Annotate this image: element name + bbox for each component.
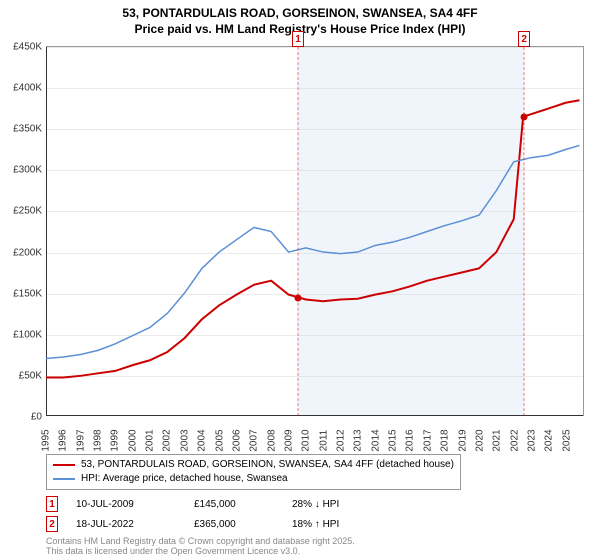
- x-tick-label: 2003: [179, 429, 190, 451]
- x-tick-label: 1996: [58, 429, 69, 451]
- y-tick-label: £300K: [0, 165, 42, 176]
- x-tick-label: 2024: [544, 429, 555, 451]
- footnote-delta: 18% ↑ HPI: [292, 519, 339, 530]
- series-hpi: [46, 145, 580, 358]
- series-price_paid: [46, 100, 580, 377]
- x-tick-label: 2012: [336, 429, 347, 451]
- x-tick-label: 2023: [526, 429, 537, 451]
- legend-and-footnotes: 53, PONTARDULAIS ROAD, GORSEINON, SWANSE…: [46, 454, 584, 556]
- marker-vline: [297, 47, 298, 416]
- x-tick-label: 2020: [474, 429, 485, 451]
- footnote-price: £145,000: [194, 499, 274, 510]
- marker-label: 1: [292, 31, 304, 47]
- marker-dot: [294, 294, 301, 301]
- y-tick-label: £200K: [0, 247, 42, 258]
- x-tick-label: 2010: [301, 429, 312, 451]
- y-tick-label: £0: [0, 412, 42, 423]
- x-tick-label: 2018: [440, 429, 451, 451]
- x-tick-label: 2019: [457, 429, 468, 451]
- x-tick-label: 2011: [318, 430, 329, 452]
- x-tick-label: 2005: [214, 429, 225, 451]
- y-tick-label: £150K: [0, 288, 42, 299]
- y-tick-label: £350K: [0, 124, 42, 135]
- x-tick-label: 2001: [145, 429, 156, 451]
- y-tick-label: £250K: [0, 206, 42, 217]
- y-tick-label: £400K: [0, 83, 42, 94]
- x-tick-label: 1999: [110, 429, 121, 451]
- footnote-delta: 28% ↓ HPI: [292, 499, 339, 510]
- x-tick-label: 2016: [405, 429, 416, 451]
- x-tick-label: 2025: [561, 429, 572, 451]
- plot-area: £0£50K£100K£150K£200K£250K£300K£350K£400…: [46, 46, 584, 416]
- copyright-line-1: Contains HM Land Registry data © Crown c…: [46, 536, 584, 546]
- footnote-num: 1: [46, 496, 58, 512]
- x-tick-label: 1995: [41, 429, 52, 451]
- x-tick-label: 2008: [266, 429, 277, 451]
- chart-lines: [46, 47, 583, 416]
- legend-row: HPI: Average price, detached house, Swan…: [53, 472, 454, 486]
- x-tick-label: 2015: [388, 429, 399, 451]
- x-tick-label: 2007: [249, 429, 260, 451]
- footnote-price: £365,000: [194, 519, 274, 530]
- legend: 53, PONTARDULAIS ROAD, GORSEINON, SWANSE…: [46, 454, 461, 490]
- legend-swatch: [53, 478, 75, 480]
- footnote-date: 18-JUL-2022: [76, 519, 176, 530]
- x-tick-label: 1997: [75, 429, 86, 451]
- marker-dot: [521, 113, 528, 120]
- legend-label: 53, PONTARDULAIS ROAD, GORSEINON, SWANSE…: [81, 458, 454, 472]
- footnote-num: 2: [46, 516, 58, 532]
- x-tick-label: 2022: [509, 429, 520, 451]
- legend-label: HPI: Average price, detached house, Swan…: [81, 472, 288, 486]
- y-tick-label: £450K: [0, 42, 42, 53]
- marker-vline: [524, 47, 525, 416]
- x-tick-label: 2017: [422, 429, 433, 451]
- x-tick-label: 1998: [93, 429, 104, 451]
- footnotes: 1 10-JUL-2009 £145,000 28% ↓ HPI 2 18-JUL-202…: [46, 496, 584, 532]
- y-tick-label: £100K: [0, 329, 42, 340]
- chart-container: 53, PONTARDULAIS ROAD, GORSEINON, SWANSE…: [0, 0, 600, 560]
- legend-row: 53, PONTARDULAIS ROAD, GORSEINON, SWANSE…: [53, 458, 454, 472]
- footnote-date: 10-JUL-2009: [76, 499, 176, 510]
- marker-label: 2: [518, 31, 530, 47]
- footnote-row: 2 18-JUL-2022 £365,000 18% ↑ HPI: [46, 516, 584, 532]
- footnote-row: 1 10-JUL-2009 £145,000 28% ↓ HPI: [46, 496, 584, 512]
- x-tick-label: 2021: [492, 429, 503, 451]
- x-tick-label: 2014: [370, 429, 381, 451]
- x-tick-label: 2004: [197, 429, 208, 451]
- x-tick-label: 2000: [127, 429, 138, 451]
- x-tick-label: 2002: [162, 429, 173, 451]
- legend-swatch: [53, 464, 75, 466]
- copyright: Contains HM Land Registry data © Crown c…: [46, 536, 584, 556]
- title-line-1: 53, PONTARDULAIS ROAD, GORSEINON, SWANSE…: [0, 6, 600, 22]
- x-tick-label: 2006: [231, 429, 242, 451]
- copyright-line-2: This data is licensed under the Open Gov…: [46, 546, 584, 556]
- y-tick-label: £50K: [0, 370, 42, 381]
- x-tick-label: 2013: [353, 429, 364, 451]
- x-tick-label: 2009: [283, 429, 294, 451]
